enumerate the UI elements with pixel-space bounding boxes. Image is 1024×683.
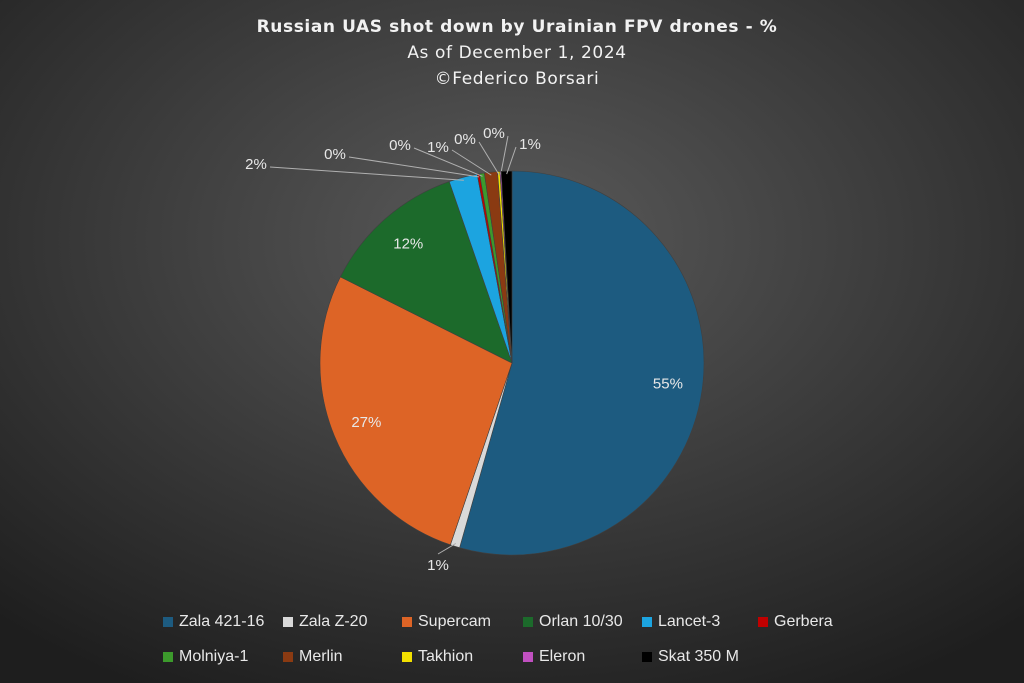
chart-credit: ©Federico Borsari xyxy=(435,69,600,89)
legend-swatch xyxy=(523,652,533,662)
leader-line xyxy=(269,166,464,181)
pie-slice xyxy=(319,276,513,546)
leader-line xyxy=(437,543,457,555)
data-label: 0% xyxy=(454,131,476,148)
leader-line xyxy=(506,146,517,175)
legend-swatch xyxy=(402,617,412,627)
leader-line xyxy=(413,147,483,177)
pie-slice xyxy=(459,170,705,556)
legend-swatch xyxy=(283,652,293,662)
leader-line xyxy=(348,156,479,178)
legend-label: Eleron xyxy=(539,648,585,665)
leader-line xyxy=(478,141,500,175)
data-label: 1% xyxy=(427,557,449,574)
legend-label: Merlin xyxy=(299,648,343,665)
data-label: 2% xyxy=(245,156,267,173)
legend-swatch xyxy=(642,617,652,627)
data-label: 12% xyxy=(393,236,423,253)
legend-label: Gerbera xyxy=(774,613,833,630)
legend-label: Lancet-3 xyxy=(658,613,720,630)
legend-label: Zala 421-16 xyxy=(179,613,264,630)
legend-label: Orlan 10/30 xyxy=(539,613,623,630)
legend-swatch xyxy=(758,617,768,627)
legend-label: Zala Z-20 xyxy=(299,613,368,630)
pie-slice xyxy=(339,181,513,364)
legend-label: Takhion xyxy=(418,648,473,665)
legend-swatch xyxy=(283,617,293,627)
legend-label: Supercam xyxy=(418,613,491,630)
legend-swatch xyxy=(163,617,173,627)
data-label: 1% xyxy=(519,136,541,153)
data-label: 55% xyxy=(653,376,683,393)
data-label: 0% xyxy=(389,137,411,154)
legend-swatch xyxy=(642,652,652,662)
data-label: 0% xyxy=(483,125,505,142)
data-label: 27% xyxy=(351,414,381,431)
legend-swatch xyxy=(523,617,533,627)
leader-line xyxy=(500,135,509,175)
leader-line xyxy=(451,149,492,176)
pie-slice xyxy=(500,170,513,364)
legend-swatch xyxy=(163,652,173,662)
data-label: 0% xyxy=(324,146,346,163)
legend-swatch xyxy=(402,652,412,662)
data-label: 1% xyxy=(427,139,449,156)
chart-title: Russian UAS shot down by Urainian FPV dr… xyxy=(257,17,778,37)
chart-subtitle: As of December 1, 2024 xyxy=(407,43,626,63)
legend-label: Skat 350 M xyxy=(658,648,739,665)
legend-label: Molniya-1 xyxy=(179,648,248,665)
